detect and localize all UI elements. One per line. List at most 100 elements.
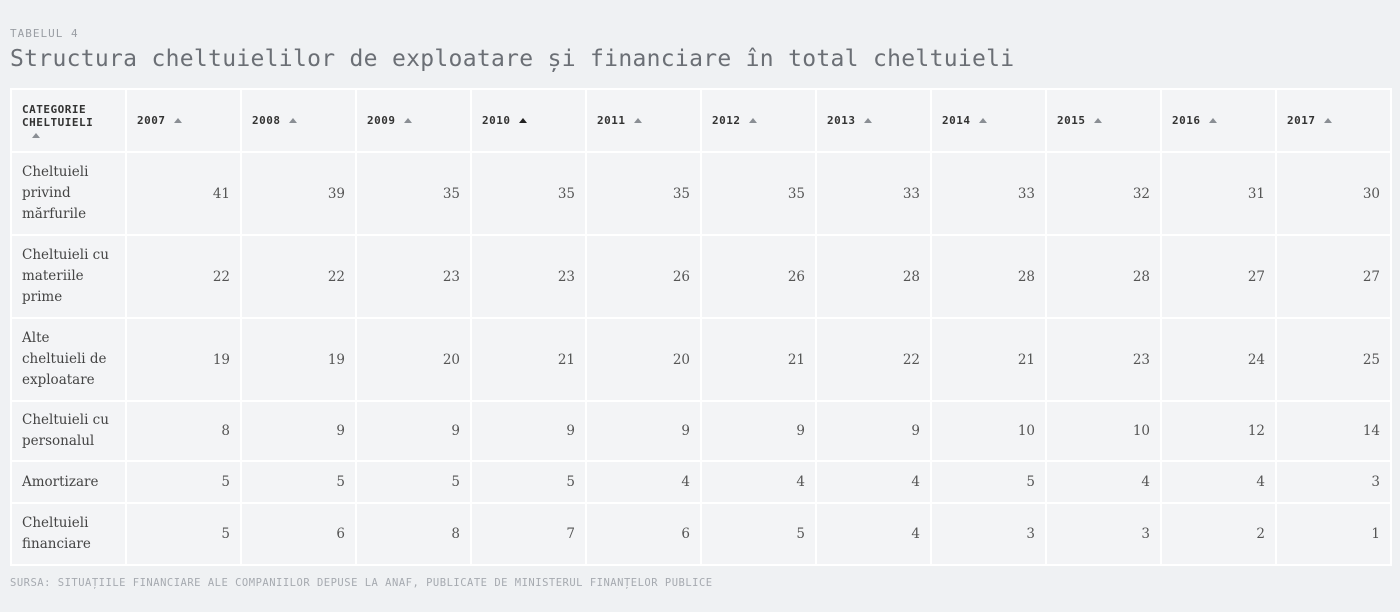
column-header[interactable]: 2013 (815, 88, 932, 153)
sort-arrow (863, 118, 872, 123)
cell-value: 9 (355, 400, 472, 462)
header-text: 2017 (1287, 114, 1316, 127)
header-text: 2007 (137, 114, 166, 127)
sort-arrow (32, 133, 40, 138)
header-text: 2009 (367, 114, 396, 127)
cell-value: 23 (1045, 317, 1162, 402)
cell-value: 31 (1160, 151, 1277, 236)
cell-value: 39 (240, 151, 357, 236)
cell-value: 28 (930, 234, 1047, 319)
cell-value: 6 (585, 502, 702, 566)
header-row: CATEGORIE CHELTUIELI 2007 2008 2009 2010 2011… (10, 88, 1392, 153)
column-header[interactable]: 2011 (585, 88, 702, 153)
cell-value: 2 (1160, 502, 1277, 566)
cell-value: 5 (125, 460, 242, 504)
column-header[interactable]: 2007 (125, 88, 242, 153)
cell-value: 27 (1160, 234, 1277, 319)
row-label: Amortizare (10, 460, 127, 504)
table-row: Alte cheltuieli de exploatare 19 19 20 21 20 2… (10, 317, 1392, 402)
cell-value: 41 (125, 151, 242, 236)
cell-value: 5 (355, 460, 472, 504)
cell-value: 4 (700, 460, 817, 504)
cell-value: 21 (700, 317, 817, 402)
cell-value: 30 (1275, 151, 1392, 236)
header-text: 2016 (1172, 114, 1201, 127)
source-note: SURSA: SITUAȚIILE FINANCIARE ALE COMPANI… (10, 577, 713, 589)
column-header[interactable]: 2017 (1275, 88, 1392, 153)
cell-value: 6 (240, 502, 357, 566)
sort-arrow (1208, 118, 1217, 123)
sort-arrow (633, 118, 642, 123)
cell-value: 4 (585, 460, 702, 504)
cell-value: 26 (585, 234, 702, 319)
header-text: 2015 (1057, 114, 1086, 127)
cell-value: 9 (470, 400, 587, 462)
header-text: 2012 (712, 114, 741, 127)
cell-value: 21 (930, 317, 1047, 402)
header-text: 2010 (482, 114, 511, 127)
cell-value: 20 (355, 317, 472, 402)
column-header[interactable]: 2012 (700, 88, 817, 153)
column-header[interactable]: 2008 (240, 88, 357, 153)
row-label: Cheltuieli financiare (10, 502, 127, 566)
cell-value: 19 (240, 317, 357, 402)
sort-arrow (173, 118, 182, 123)
cell-value: 8 (355, 502, 472, 566)
table-body: Cheltuieli privind mărfurile 41 39 35 35 35 35… (10, 151, 1392, 566)
cell-value: 4 (815, 460, 932, 504)
cell-value: 23 (470, 234, 587, 319)
column-header[interactable]: CATEGORIE CHELTUIELI (10, 88, 127, 153)
cell-value: 1 (1275, 502, 1392, 566)
cell-value: 4 (815, 502, 932, 566)
cell-value: 5 (930, 460, 1047, 504)
row-label: Cheltuieli cu personalul (10, 400, 127, 462)
cell-value: 35 (585, 151, 702, 236)
cell-value: 9 (240, 400, 357, 462)
cell-value: 21 (470, 317, 587, 402)
sort-arrow (518, 118, 527, 123)
header-text: 2013 (827, 114, 856, 127)
cell-value: 33 (930, 151, 1047, 236)
table-row: Amortizare 5 5 5 5 4 4 4 5 4 4 3 (10, 460, 1392, 504)
row-label: Alte cheltuieli de exploatare (10, 317, 127, 402)
cell-value: 25 (1275, 317, 1392, 402)
cell-value: 22 (125, 234, 242, 319)
table-row: Cheltuieli financiare 5 6 8 7 6 5 4 3 3 2 1 (10, 502, 1392, 566)
cell-value: 23 (355, 234, 472, 319)
row-label: Cheltuieli privind mărfurile (10, 151, 127, 236)
cell-value: 26 (700, 234, 817, 319)
cell-value: 10 (1045, 400, 1162, 462)
cell-value: 35 (700, 151, 817, 236)
column-header[interactable]: 2014 (930, 88, 1047, 153)
sort-arrow (288, 118, 297, 123)
cell-value: 8 (125, 400, 242, 462)
cell-value: 20 (585, 317, 702, 402)
cell-value: 35 (470, 151, 587, 236)
cell-value: 33 (815, 151, 932, 236)
table-label: TABELUL 4 (10, 27, 79, 40)
sort-arrow (1323, 118, 1332, 123)
cell-value: 27 (1275, 234, 1392, 319)
cell-value: 5 (125, 502, 242, 566)
cell-value: 4 (1045, 460, 1162, 504)
table-title: Structura cheltuielilor de exploatare și… (10, 46, 1015, 72)
sort-arrow (1093, 118, 1102, 123)
column-header[interactable]: 2016 (1160, 88, 1277, 153)
header-text: 2014 (942, 114, 971, 127)
cell-value: 28 (815, 234, 932, 319)
cell-value: 9 (585, 400, 702, 462)
column-header[interactable]: 2010 (470, 88, 587, 153)
cell-value: 9 (700, 400, 817, 462)
row-label: Cheltuieli cu materiile prime (10, 234, 127, 319)
header-text: CATEGORIE CHELTUIELI (22, 103, 94, 129)
cell-value: 24 (1160, 317, 1277, 402)
cell-value: 22 (815, 317, 932, 402)
cell-value: 12 (1160, 400, 1277, 462)
column-header[interactable]: 2015 (1045, 88, 1162, 153)
cell-value: 28 (1045, 234, 1162, 319)
sort-arrow (748, 118, 757, 123)
header-text: 2011 (597, 114, 626, 127)
cell-value: 19 (125, 317, 242, 402)
cell-value: 5 (470, 460, 587, 504)
column-header[interactable]: 2009 (355, 88, 472, 153)
